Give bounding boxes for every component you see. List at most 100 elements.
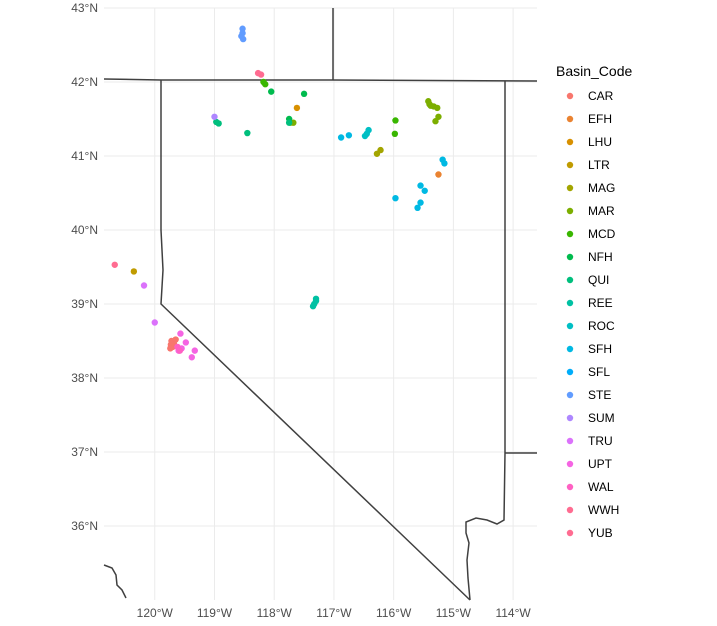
legend-key-sfl: [566, 368, 574, 376]
point-upt: [182, 339, 190, 346]
y-tick-label: 39°N: [71, 297, 98, 311]
x-tick-label: 116°W: [376, 606, 412, 620]
y-tick-label: 38°N: [71, 371, 98, 385]
legend-key-car: [566, 92, 574, 100]
point-car: [172, 336, 179, 343]
point-mcd: [392, 117, 399, 124]
x-tick-label: 119°W: [197, 606, 233, 620]
legend-label-qui: QUI: [588, 273, 609, 287]
legend-label-sfl: SFL: [588, 365, 610, 379]
legend-key-ste: [566, 391, 574, 399]
point-wwh: [257, 71, 265, 78]
legend-key-roc: [566, 322, 574, 330]
x-tick-label: 115°W: [436, 606, 472, 620]
point-upt: [177, 330, 184, 337]
y-tick-label: 43°N: [71, 1, 98, 15]
legend-label-ltr: LTR: [588, 158, 610, 172]
point-wal: [176, 347, 184, 354]
legend-key-mar: [566, 207, 574, 215]
legend-label-car: CAR: [588, 89, 614, 103]
point-sfh: [392, 194, 399, 202]
legend-key-sfh: [566, 345, 574, 353]
point-mcd: [260, 78, 267, 86]
point-mar: [434, 104, 441, 112]
point-sfh: [441, 160, 448, 167]
legend-key-wwh: [566, 506, 574, 514]
y-tick-label: 40°N: [71, 223, 98, 237]
point-lhu: [293, 104, 301, 112]
legend-label-yub: YUB: [588, 526, 613, 540]
point-qui: [285, 119, 293, 126]
point-upt: [188, 354, 195, 361]
point-upt: [191, 347, 198, 354]
legend-label-sfh: SFH: [588, 342, 612, 356]
point-sfh: [421, 187, 428, 194]
x-tick-label: 114°W: [495, 606, 531, 620]
legend-label-lhu: LHU: [588, 135, 612, 149]
point-roc: [363, 130, 370, 137]
legend-title: Basin_Code: [556, 63, 632, 79]
border-line-east: [465, 81, 506, 601]
point-yub: [111, 261, 118, 268]
point-sfh: [345, 132, 353, 139]
point-nfh: [300, 90, 308, 98]
legend-key-ree: [566, 299, 574, 307]
legend-label-mar: MAR: [588, 204, 615, 218]
border-line-california-coast: [103, 564, 127, 599]
legend-key-mcd: [566, 230, 574, 238]
point-efh: [435, 171, 442, 178]
legend-label-roc: ROC: [588, 319, 615, 333]
sample-points: [111, 25, 448, 361]
legend-label-ree: REE: [588, 296, 613, 310]
legend-key-yub: [566, 529, 574, 537]
legend: Basin_Code CAR EFH LHU LTR MAG MAR MCD NFH QUI RE…: [556, 63, 632, 540]
legend-key-sum: [566, 414, 574, 422]
point-sfh: [417, 199, 424, 206]
legend-label-wwh: WWH: [588, 503, 619, 517]
point-ste: [239, 25, 246, 32]
point-car: [167, 345, 174, 352]
point-mar: [435, 113, 442, 120]
legend-label-ste: STE: [588, 388, 611, 402]
point-sfh: [414, 204, 421, 211]
legend-key-ltr: [566, 161, 574, 169]
point-ree: [312, 297, 320, 305]
point-sfh: [337, 134, 345, 141]
y-tick-label: 41°N: [71, 149, 98, 163]
legend-key-mag: [566, 184, 574, 192]
legend-key-lhu: [566, 138, 574, 146]
legend-label-mcd: MCD: [588, 227, 616, 241]
x-tick-label: 117°W: [316, 606, 352, 620]
point-ltr: [130, 268, 138, 275]
point-sum: [211, 113, 218, 120]
point-mcd: [391, 130, 399, 137]
legend-key-nfh: [566, 253, 574, 261]
grid-lines: [104, 7, 537, 600]
legend-label-tru: TRU: [588, 434, 613, 448]
y-tick-label: 36°N: [71, 519, 98, 533]
point-ste: [239, 35, 247, 43]
point-qui: [244, 129, 251, 137]
legend-label-mag: MAG: [588, 181, 615, 195]
point-qui: [215, 120, 222, 127]
y-tick-label: 42°N: [71, 75, 98, 89]
legend-label-upt: UPT: [588, 457, 613, 471]
legend-label-wal: WAL: [588, 480, 614, 494]
legend-label-sum: SUM: [588, 411, 615, 425]
legend-key-efh: [566, 115, 574, 123]
point-tru: [151, 319, 158, 326]
point-sfh: [417, 182, 424, 189]
x-tick-label: 120°W: [137, 606, 174, 620]
legend-key-wal: [566, 483, 574, 491]
legend-label-efh: EFH: [588, 112, 612, 126]
point-mag: [377, 146, 384, 154]
x-tick-label: 118°W: [257, 606, 293, 620]
axis-tick-labels: 120°W 119°W 118°W 117°W 116°W 115°W 114°W 36°N 3…: [71, 1, 531, 620]
legend-key-qui: [566, 276, 574, 284]
state-boundaries: [103, 8, 538, 601]
border-line-42n: [103, 78, 538, 82]
legend-key-upt: [566, 460, 574, 468]
nevada-outline: [160, 80, 471, 601]
legend-label-nfh: NFH: [588, 250, 613, 264]
